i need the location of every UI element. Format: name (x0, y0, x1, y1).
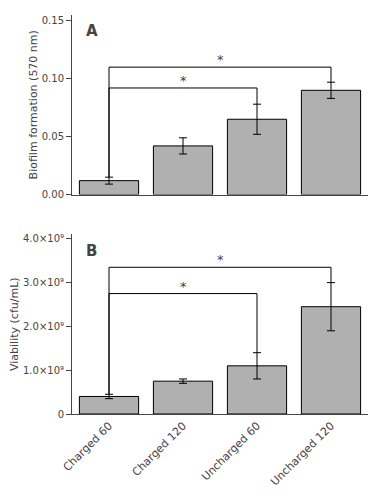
svg-text:*: * (217, 252, 224, 267)
svg-text:2.0×10⁹: 2.0×10⁹ (23, 321, 64, 332)
svg-text:0: 0 (58, 409, 64, 420)
svg-text:4.0×10⁹: 4.0×10⁹ (23, 233, 64, 244)
svg-text:3.0×10⁹: 3.0×10⁹ (23, 277, 64, 288)
svg-text:0.10: 0.10 (42, 73, 64, 84)
svg-text:*: * (180, 73, 187, 88)
svg-text:Uncharged 120: Uncharged 120 (268, 420, 337, 489)
svg-text:0.05: 0.05 (42, 131, 64, 142)
svg-text:0.00: 0.00 (42, 189, 64, 200)
svg-text:0.15: 0.15 (42, 15, 64, 26)
svg-text:*: * (180, 279, 187, 294)
svg-text:Charged 60: Charged 60 (61, 420, 115, 474)
svg-text:A: A (86, 22, 98, 40)
svg-text:1.0×10⁹: 1.0×10⁹ (23, 365, 64, 376)
svg-text:Charged 120: Charged 120 (130, 420, 189, 479)
svg-text:B: B (86, 242, 97, 260)
svg-text:Biofilm formation (570 nm): Biofilm formation (570 nm) (27, 30, 40, 179)
svg-text:Viability (cfu/mL): Viability (cfu/mL) (8, 277, 21, 371)
svg-text:Uncharged 60: Uncharged 60 (199, 420, 263, 484)
svg-text:*: * (217, 52, 224, 67)
